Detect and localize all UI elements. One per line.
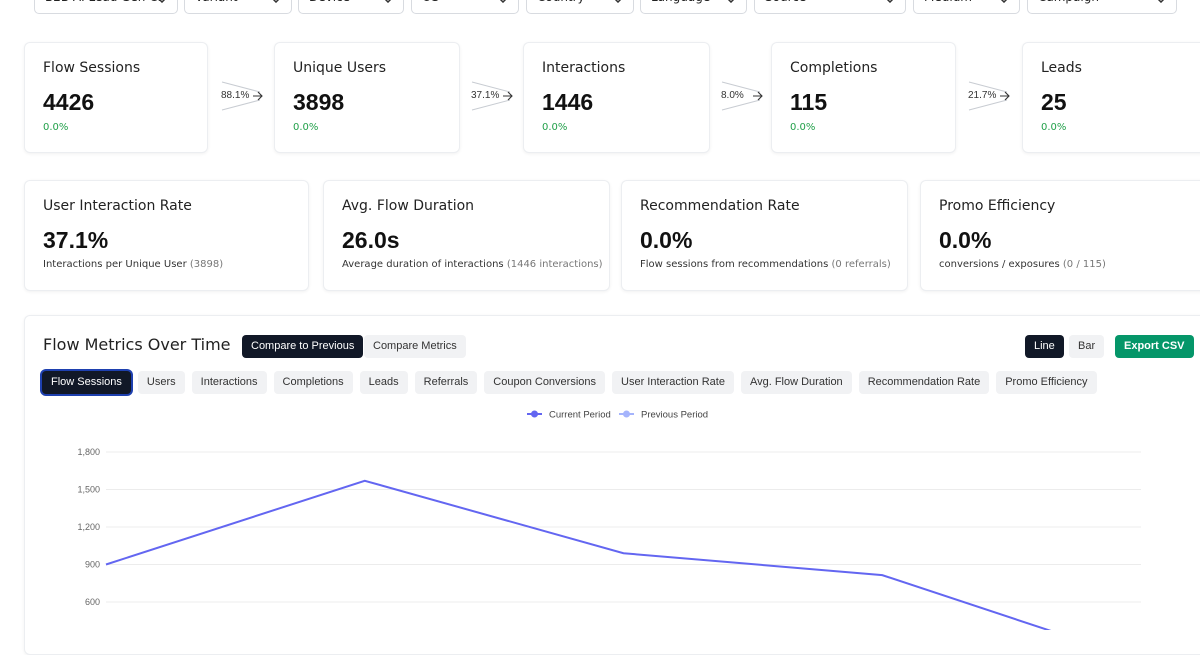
view-button[interactable]: Line xyxy=(1025,335,1064,358)
funnel-arrow xyxy=(471,81,513,111)
funnel-card: Completions 115 0.0% xyxy=(771,42,956,153)
mode-button[interactable]: Compare Metrics xyxy=(364,335,466,358)
kpi-description: Flow sessions from recommendations (0 re… xyxy=(640,259,891,270)
metric-tab[interactable]: Completions xyxy=(273,371,353,394)
chevron xyxy=(499,0,507,3)
metric-tab[interactable]: Leads xyxy=(359,371,408,394)
kpi-label: Promo Efficiency xyxy=(939,198,1056,214)
filter-dropdown[interactable]: Device xyxy=(298,0,404,14)
chevron xyxy=(1157,0,1165,3)
kpi-card: User Interaction Rate 37.1% Interactions p… xyxy=(24,180,309,291)
page: B2B AI Lead Gen Cl Variant Device OS Country… xyxy=(24,0,1200,655)
metric-change: 0.0% xyxy=(1041,122,1067,133)
description-text: Average duration of interactions xyxy=(342,259,504,270)
funnel-card: Flow Sessions 4426 0.0% xyxy=(24,42,208,153)
metric-tab[interactable]: Interactions xyxy=(191,371,267,394)
metric-label: Leads xyxy=(1041,60,1082,76)
metric-tab[interactable]: Referrals xyxy=(414,371,478,394)
kpi-description: conversions / exposures (0 / 115) xyxy=(939,259,1106,270)
kpi-label: Avg. Flow Duration xyxy=(342,198,475,214)
metric-tab[interactable]: Coupon Conversions xyxy=(484,371,606,394)
description-text: Flow sessions from recommendations xyxy=(640,259,829,270)
kpi-description: Interactions per Unique User (3898) xyxy=(43,259,223,270)
funnel-arrow xyxy=(968,81,1010,111)
filter-dropdown[interactable]: OS xyxy=(411,0,519,14)
panel-title: Flow Metrics Over Time xyxy=(43,335,231,354)
filter-dropdown[interactable]: Medium xyxy=(913,0,1020,14)
chevron xyxy=(1000,0,1008,3)
metric-value: 4426 xyxy=(43,89,95,115)
metric-change: 0.0% xyxy=(43,122,69,133)
kpi-description: Average duration of interactions (1446 i… xyxy=(342,259,603,270)
metric-tab[interactable]: Recommendation Rate xyxy=(858,371,990,394)
kpi-value: 26.0s xyxy=(342,227,400,253)
description-detail: (3898) xyxy=(189,259,224,270)
metric-tab[interactable]: Promo Efficiency xyxy=(996,371,1097,394)
filter-dropdown[interactable]: Campaign xyxy=(1027,0,1177,14)
mode-button[interactable]: Compare to Previous xyxy=(242,335,364,358)
description-detail: (1446 interactions) xyxy=(506,259,603,270)
chevron xyxy=(886,0,894,3)
metric-label: Interactions xyxy=(542,60,626,76)
chevron xyxy=(727,0,735,3)
metric-tab[interactable]: Users xyxy=(137,371,185,394)
description-text: conversions / exposures xyxy=(939,259,1060,270)
funnel-card: Unique Users 3898 0.0% xyxy=(274,42,460,153)
conversion-rate: 37.1% xyxy=(471,90,500,101)
metric-change: 0.0% xyxy=(542,122,568,133)
chevron xyxy=(158,0,166,3)
funnel-arrow xyxy=(721,81,763,111)
metric-tab[interactable]: User Interaction Rate xyxy=(612,371,734,394)
metric-change: 0.0% xyxy=(293,122,319,133)
description-text: Interactions per Unique User xyxy=(43,259,187,270)
metric-value: 25 xyxy=(1041,89,1067,115)
conversion-rate: 21.7% xyxy=(968,90,997,101)
kpi-value: 0.0% xyxy=(640,227,693,253)
filter-dropdown[interactable]: Source xyxy=(754,0,906,14)
description-detail: (0 referrals) xyxy=(831,259,891,270)
tab-row: Flow Sessions Users Interactions Completion… xyxy=(42,371,1097,394)
chart-panel xyxy=(24,315,1200,655)
metric-label: Flow Sessions xyxy=(43,60,141,76)
metric-change: 0.0% xyxy=(790,122,816,133)
funnel-card: Interactions 1446 0.0% xyxy=(523,42,710,153)
filter-dropdown[interactable]: Variant xyxy=(184,0,292,14)
kpi-value: 0.0% xyxy=(939,227,992,253)
filter-dropdown[interactable]: B2B AI Lead Gen Cl xyxy=(34,0,178,14)
chevron xyxy=(272,0,280,3)
filter-dropdown[interactable]: Language xyxy=(640,0,747,14)
metric-value: 115 xyxy=(790,89,828,115)
conversion-rate: 88.1% xyxy=(221,90,250,101)
metric-tab[interactable]: Flow Sessions xyxy=(42,371,131,394)
metric-value: 3898 xyxy=(293,89,345,115)
kpi-value: 37.1% xyxy=(43,227,109,253)
metric-label: Completions xyxy=(790,60,878,76)
kpi-label: Recommendation Rate xyxy=(640,198,800,214)
metric-tab[interactable]: Avg. Flow Duration xyxy=(740,371,852,394)
kpi-card: Recommendation Rate 0.0% Flow sessions fro… xyxy=(621,180,908,291)
description-detail: (0 / 115) xyxy=(1062,259,1106,270)
kpi-card: Promo Efficiency 0.0% conversions / exposu… xyxy=(920,180,1200,291)
metric-label: Unique Users xyxy=(293,60,387,76)
kpi-label: User Interaction Rate xyxy=(43,198,192,214)
chevron xyxy=(614,0,622,3)
chevron xyxy=(384,0,392,3)
metric-value: 1446 xyxy=(542,89,594,115)
kpi-card: Avg. Flow Duration 26.0s Average duration … xyxy=(323,180,610,291)
funnel-arrow xyxy=(221,81,263,111)
export-button[interactable]: Export CSV xyxy=(1115,335,1194,358)
filter-dropdown[interactable]: Country xyxy=(526,0,634,14)
conversion-rate: 8.0% xyxy=(721,90,744,101)
view-button[interactable]: Bar xyxy=(1069,335,1105,358)
funnel-card: Leads 25 0.0% xyxy=(1022,42,1200,153)
